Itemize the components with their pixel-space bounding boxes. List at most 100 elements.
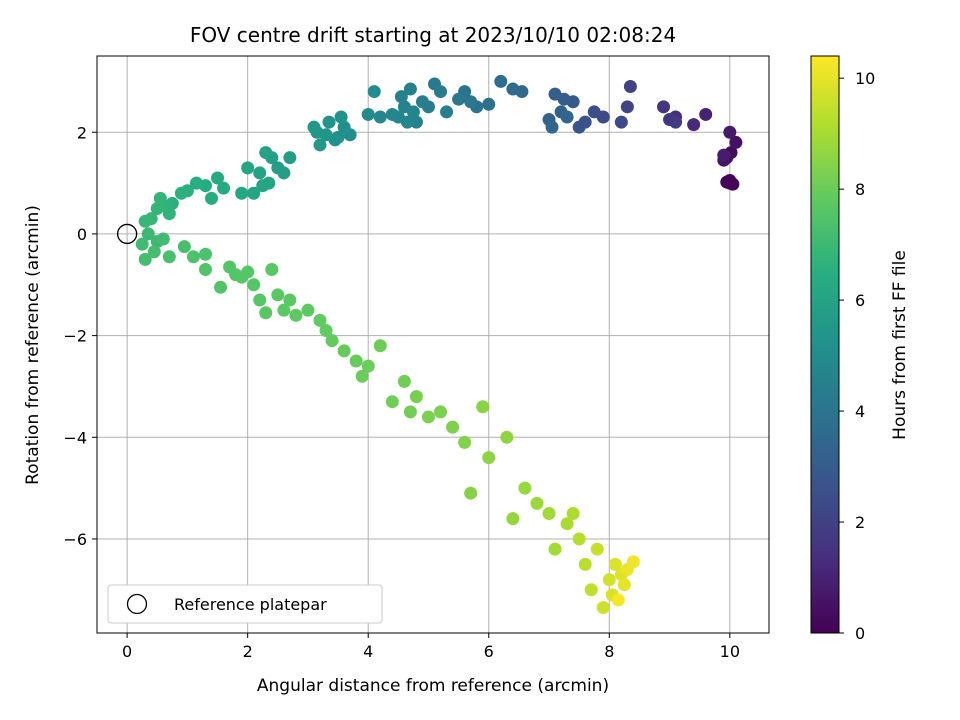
y-tick-label: −2 bbox=[63, 327, 87, 346]
scatter-point bbox=[355, 369, 369, 383]
scatter-point bbox=[156, 232, 170, 246]
scatter-point bbox=[153, 191, 167, 205]
x-tick-label: 10 bbox=[720, 642, 740, 661]
scatter-point bbox=[566, 507, 580, 521]
scatter-point bbox=[482, 451, 496, 465]
y-tick-label: −4 bbox=[63, 428, 87, 447]
colorbar-ticks: 0 2 4 6 8 10 bbox=[839, 69, 875, 643]
scatter-point bbox=[283, 151, 297, 165]
scatter-point bbox=[506, 82, 520, 96]
scatter-point bbox=[147, 245, 161, 259]
scatter-point bbox=[253, 293, 267, 307]
x-tick-label: 0 bbox=[122, 642, 132, 661]
scatter-point bbox=[283, 293, 297, 307]
scatter-point bbox=[400, 115, 414, 129]
scatter-point bbox=[307, 120, 321, 134]
scatter-point bbox=[406, 105, 420, 119]
scatter-point bbox=[458, 435, 472, 449]
scatter-point bbox=[434, 405, 448, 419]
scatter-point bbox=[560, 110, 574, 124]
scatter-point bbox=[322, 115, 336, 129]
scatter-point bbox=[572, 532, 586, 546]
x-tick-label: 4 bbox=[363, 642, 373, 661]
scatter-point bbox=[720, 175, 734, 189]
scatter-point bbox=[608, 557, 622, 571]
scatter-point bbox=[699, 107, 713, 121]
legend-box bbox=[107, 584, 383, 624]
scatter-point bbox=[587, 105, 601, 119]
scatter-point bbox=[334, 110, 348, 124]
scatter-point bbox=[560, 517, 574, 531]
scatter-point bbox=[723, 125, 737, 139]
colorbar-tick-label: 6 bbox=[855, 291, 865, 310]
scatter-point bbox=[518, 481, 532, 495]
scatter-point bbox=[373, 110, 387, 124]
scatter-point bbox=[440, 105, 454, 119]
scatter-point bbox=[262, 176, 276, 190]
scatter-point bbox=[214, 280, 228, 294]
scatter-point bbox=[542, 507, 556, 521]
scatter-point bbox=[177, 240, 191, 254]
colorbar-label: Hours from first FF file bbox=[890, 250, 910, 440]
scatter-point bbox=[313, 313, 327, 327]
scatter-point bbox=[611, 593, 625, 607]
scatter-point bbox=[446, 420, 460, 434]
legend: Reference platepar bbox=[107, 584, 383, 624]
colorbar-tick-label: 4 bbox=[855, 402, 865, 421]
legend-marker-icon bbox=[126, 593, 148, 615]
scatter-point bbox=[247, 186, 261, 200]
scatter-point bbox=[241, 265, 255, 279]
scatter-point bbox=[247, 278, 261, 292]
scatter-point bbox=[259, 306, 273, 320]
scatter-point bbox=[186, 250, 200, 264]
scatter-point bbox=[135, 237, 149, 251]
scatter-point bbox=[198, 247, 212, 261]
scatter-point bbox=[409, 390, 423, 404]
scatter-points bbox=[135, 74, 743, 615]
y-tick-label: 0 bbox=[77, 225, 87, 244]
scatter-point bbox=[289, 308, 303, 322]
scatter-point bbox=[385, 107, 399, 121]
scatter-point bbox=[669, 115, 683, 129]
scatter-point bbox=[596, 601, 610, 615]
scatter-point bbox=[657, 100, 671, 114]
scatter-point bbox=[313, 138, 327, 152]
scatter-point bbox=[162, 250, 176, 264]
scatter-point bbox=[271, 288, 285, 302]
scatter-point bbox=[403, 405, 417, 419]
scatter-point bbox=[434, 85, 448, 99]
scatter-point bbox=[205, 191, 219, 205]
scatter-point bbox=[361, 107, 375, 121]
scatter-point bbox=[265, 263, 279, 277]
grid-lines bbox=[97, 56, 769, 633]
scatter-point bbox=[241, 161, 255, 175]
scatter-point bbox=[325, 334, 339, 348]
y-tick-label: −6 bbox=[63, 530, 87, 549]
scatter-point bbox=[409, 115, 423, 129]
scatter-point bbox=[259, 146, 273, 160]
colorbar-tick-label: 10 bbox=[855, 69, 875, 88]
scatter-point bbox=[623, 80, 637, 94]
scatter-point bbox=[729, 135, 743, 149]
scatter-point bbox=[138, 214, 152, 228]
scatter-point bbox=[548, 542, 562, 556]
colorbar-tick-label: 2 bbox=[855, 513, 865, 532]
scatter-point bbox=[500, 430, 514, 444]
scatter-point bbox=[337, 120, 351, 134]
scatter-point bbox=[141, 227, 155, 241]
colorbar-tick-label: 0 bbox=[855, 624, 865, 643]
scatter-point bbox=[367, 85, 381, 99]
colorbar bbox=[810, 55, 840, 634]
scatter-point bbox=[394, 90, 408, 104]
x-tick-label: 6 bbox=[484, 642, 494, 661]
plot-frame bbox=[96, 55, 770, 634]
legend-entry-reference-platepar: Reference platepar bbox=[174, 595, 327, 614]
scatter-point bbox=[217, 181, 231, 195]
y-axis-ticks: −6 −4 −2 0 2 bbox=[63, 123, 97, 549]
scatter-point bbox=[530, 496, 544, 510]
scatter-point bbox=[337, 344, 351, 358]
x-axis-label: Angular distance from reference (arcmin) bbox=[257, 676, 609, 696]
scatter-point bbox=[277, 166, 291, 180]
scatter-point bbox=[506, 512, 520, 526]
